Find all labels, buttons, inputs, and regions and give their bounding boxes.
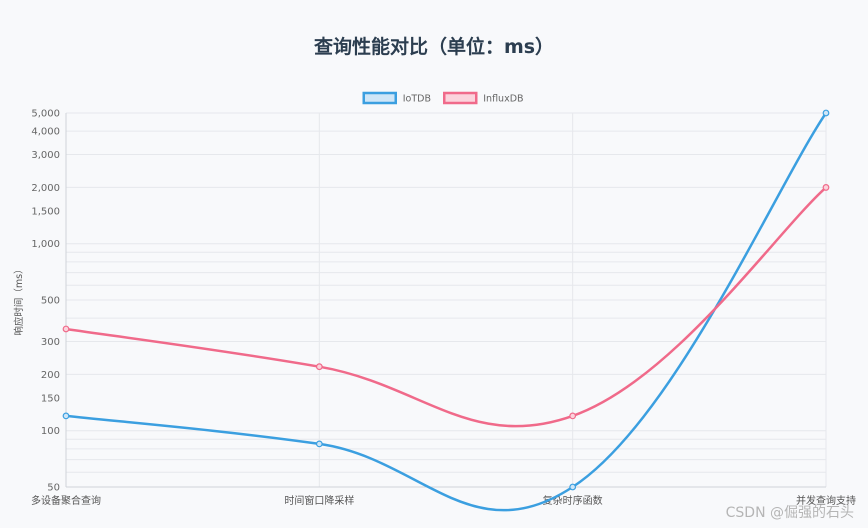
data-point [569, 412, 577, 420]
legend-swatch [362, 91, 397, 105]
y-tick-label: 4,000 [31, 127, 60, 138]
x-tick-label: 多设备聚合查询 [31, 494, 101, 507]
y-tick-label: 2,000 [31, 183, 60, 194]
y-tick-label: 300 [41, 337, 60, 348]
data-point [315, 440, 323, 448]
x-tick-label: 时间窗口降采样 [284, 494, 354, 507]
legend-item-iotdb[interactable]: IoTDB [362, 91, 431, 105]
series-line-influxdb [65, 186, 827, 428]
legend-label: IoTDB [403, 94, 431, 105]
y-tick-label: 5,000 [31, 109, 60, 120]
y-tick-label: 100 [41, 426, 60, 437]
legend-swatch [443, 91, 478, 105]
y-tick-label: 50 [47, 483, 60, 494]
y-tick-label: 1,000 [31, 239, 60, 250]
data-point [822, 184, 830, 191]
y-tick-label: 200 [41, 370, 60, 381]
series-lines [62, 109, 830, 512]
y-tick-label: 150 [41, 393, 60, 404]
series-line-iotdb [65, 112, 828, 512]
y-axis-title: 响应时间（ms） [13, 264, 25, 335]
x-tick-label: 复杂时序函数 [543, 494, 603, 507]
axes: 50 100 150 200 300 500 1,000 1,500 2,000 3,000 4,0… [13, 109, 856, 508]
data-point [62, 412, 70, 420]
y-tick-label: 500 [41, 296, 60, 307]
data-point [569, 483, 577, 491]
y-tick-label: 1,500 [31, 206, 60, 217]
grid-lines [65, 112, 827, 488]
y-tick-label: 3,000 [31, 150, 60, 161]
data-point [315, 363, 323, 371]
chart-title: 查询性能对比（单位：ms） [313, 36, 555, 58]
legend[interactable]: IoTDB InfluxDB [362, 91, 524, 105]
legend-label: InfluxDB [483, 94, 523, 105]
x-tick-label: 并发查询支持 [796, 494, 856, 507]
data-point [62, 325, 70, 333]
data-point [822, 109, 830, 117]
watermark: CSDN @倔强的石头 [725, 505, 854, 521]
legend-item-influxdb[interactable]: InfluxDB [443, 91, 524, 105]
